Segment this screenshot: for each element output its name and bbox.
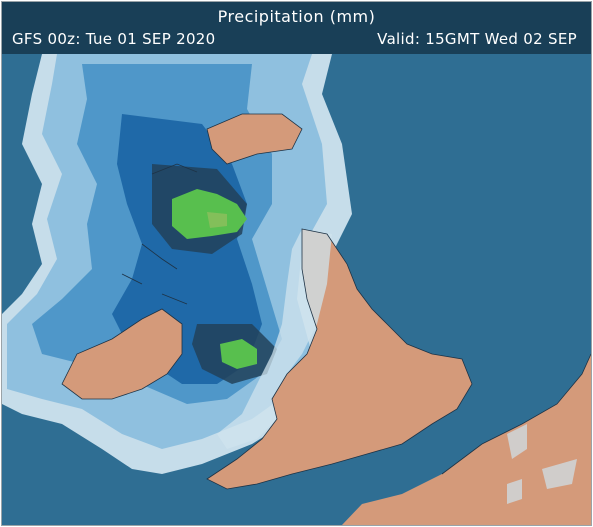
map-svg: [2, 54, 591, 525]
precip-over-continent: [507, 424, 577, 504]
model-run-label: GFS 00z: Tue 01 SEP 2020: [12, 30, 216, 48]
map-header: Precipitation (mm) GFS 00z: Tue 01 SEP 2…: [2, 2, 591, 54]
precip-over-land: [217, 229, 332, 449]
land-scotland: [207, 114, 302, 164]
heavy-precip-cell-south: [220, 339, 257, 369]
map-canvas: [2, 54, 591, 525]
land-ireland: [62, 309, 182, 399]
map-title: Precipitation (mm): [217, 7, 376, 26]
valid-time-label: Valid: 15GMT Wed 02 SEP: [377, 30, 577, 48]
heavy-precip-cell-north-core: [207, 212, 227, 228]
land-continent: [342, 354, 591, 525]
coastline-outlines: [61, 113, 591, 490]
